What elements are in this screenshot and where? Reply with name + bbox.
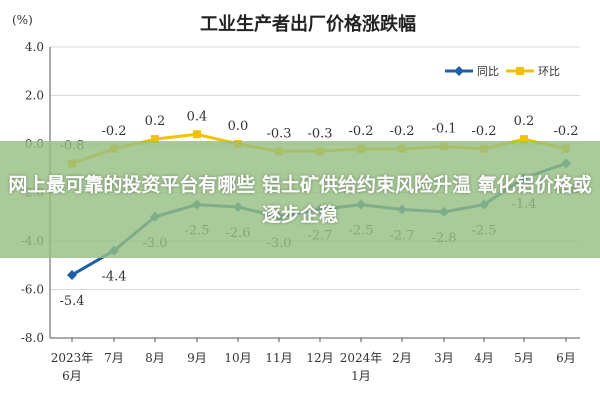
series-point xyxy=(67,269,77,280)
x-tick-labels: 2023年 6月 7月 8月 9月 10月 11月 12月 2024年 1月 2月 3月 4月 5月 6月 xyxy=(51,351,576,383)
data-label: 0.2 xyxy=(514,114,535,129)
data-label: -0.2 xyxy=(389,124,414,139)
data-label: -0.2 xyxy=(348,124,373,139)
x-tick-label: 6月 xyxy=(62,369,82,383)
data-label: -4.4 xyxy=(101,270,126,285)
chart-title: 工业生产者出厂价格涨跌幅 xyxy=(200,13,416,35)
x-tick-label: 11月 xyxy=(265,351,292,365)
x-tick-label: 6月 xyxy=(556,351,576,365)
legend-label: 环比 xyxy=(538,65,560,78)
x-tick-label: 2月 xyxy=(392,351,412,365)
x-tick-label: 12月 xyxy=(306,351,333,365)
headline-text: 网上最可靠的投资平台有哪些 铝土矿供给约束风险升温 氧化铝价格或逐步企稳 xyxy=(8,173,592,226)
legend-label: 同比 xyxy=(477,65,499,78)
series-point xyxy=(520,135,528,144)
y-tick-label: -6.0 xyxy=(21,283,44,297)
x-tick-label: 3月 xyxy=(434,351,454,365)
headline-banner: 网上最可靠的投资平台有哪些 铝土矿供给约束风险升温 氧化铝价格或逐步企稳 xyxy=(0,141,600,258)
y-tick-label: -8.0 xyxy=(21,331,44,345)
x-tick-label: 5月 xyxy=(514,351,534,365)
legend-marker xyxy=(454,66,464,76)
y-tick-label: 4.0 xyxy=(25,40,44,54)
x-tick-label: 10月 xyxy=(224,351,251,365)
x-tick-label: 7月 xyxy=(104,351,124,365)
series-point xyxy=(151,135,159,144)
x-tick-label: 1月 xyxy=(351,369,371,383)
x-tick-label: 2024年 xyxy=(340,351,383,365)
x-tick-label: 9月 xyxy=(187,351,207,365)
data-label: -0.3 xyxy=(266,126,291,141)
legend: 同比 环比 xyxy=(445,65,560,78)
x-tick-label: 8月 xyxy=(145,351,165,365)
y-tick-label: 2.0 xyxy=(25,89,44,103)
data-label: -0.2 xyxy=(471,124,496,139)
data-label: 0.0 xyxy=(228,119,249,134)
series-point xyxy=(193,130,201,139)
x-tick-label: 2023年 xyxy=(51,351,94,365)
data-label: -0.1 xyxy=(431,121,456,136)
data-label: -0.2 xyxy=(101,124,126,139)
legend-marker xyxy=(516,67,524,75)
data-label: -0.2 xyxy=(553,124,578,139)
data-label: -0.3 xyxy=(307,126,332,141)
y-axis-unit: (%) xyxy=(12,13,33,27)
data-label: 0.4 xyxy=(187,109,208,124)
x-tick-label: 4月 xyxy=(474,351,494,365)
data-label: -5.4 xyxy=(59,294,84,309)
data-label: 0.2 xyxy=(145,114,166,129)
